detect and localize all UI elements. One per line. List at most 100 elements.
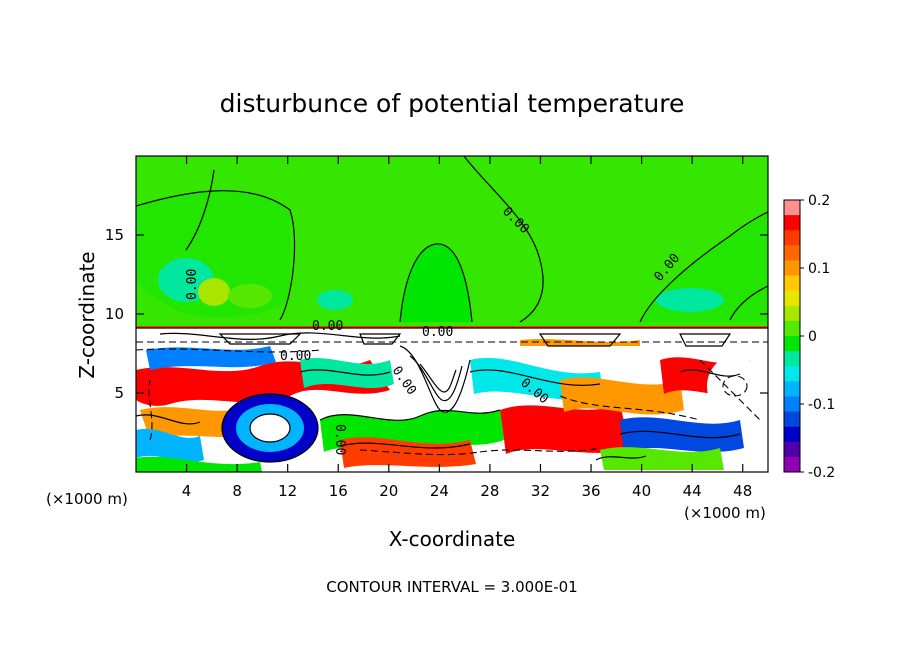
upper-patch-5 — [317, 290, 353, 310]
contour-line — [679, 333, 732, 347]
x-tick-label: 48 — [733, 482, 752, 500]
colorbar-swatch — [784, 441, 800, 458]
x-tick-label: 44 — [683, 482, 702, 500]
colorbar-swatch — [784, 456, 800, 473]
x-unit-right: (×1000 m) — [684, 504, 766, 522]
upper-patch-2 — [198, 278, 230, 306]
colorbar-swatch — [784, 215, 800, 231]
colorbar-swatch — [784, 426, 800, 443]
contour-line — [249, 413, 291, 443]
contour-line — [729, 285, 768, 321]
contour-line — [469, 369, 601, 386]
upper-dome-center — [400, 243, 472, 322]
contour-label: 0.00 — [280, 349, 311, 364]
colorbar — [784, 200, 800, 473]
inversion-white-strip — [136, 326, 768, 346]
contour-lines — [136, 156, 768, 463]
colorbar-swatch — [784, 290, 800, 307]
y-tick-label: 15 — [105, 226, 124, 244]
contour-line — [319, 409, 501, 421]
anomaly-band-green-3 — [136, 456, 262, 472]
contour-line — [679, 369, 741, 377]
contour-interval-footer: CONTOUR INTERVAL = 3.000E-01 — [326, 578, 577, 596]
colorbar-tick-label: -0.2 — [808, 465, 835, 481]
colorbar-tick-label: 0.2 — [808, 193, 830, 209]
x-tick-label: 12 — [278, 482, 297, 500]
colorbar-swatch — [784, 320, 800, 337]
y-axis-label: Z-coordinate — [75, 251, 99, 378]
colorbar-swatch — [784, 396, 800, 413]
colorbar-swatch — [784, 230, 800, 246]
plot-area — [136, 156, 768, 472]
x-tick-label: 4 — [182, 482, 192, 500]
anomaly-band-green-2 — [600, 447, 724, 470]
warm-eddy-1-core — [250, 414, 290, 442]
contour-line-negative — [559, 395, 701, 421]
contour-line — [299, 369, 391, 376]
contour-line-negative — [722, 375, 748, 397]
contour-line — [218, 333, 302, 345]
anomaly-band-red-3 — [500, 404, 630, 454]
contour-lines-negative — [136, 341, 768, 456]
x-tick-label: 20 — [379, 482, 398, 500]
x-tick-label: 24 — [430, 482, 449, 500]
x-tick-label: 8 — [232, 482, 242, 500]
colorbar-tick-label: 0 — [808, 329, 817, 345]
contour-line — [339, 442, 471, 449]
x-unit-left: (×1000 m) — [46, 490, 128, 508]
x-tick-label: 32 — [531, 482, 550, 500]
contour-line — [185, 169, 215, 251]
colorbar-swatch — [784, 200, 800, 216]
contour-label: 0.00 — [422, 325, 453, 340]
x-tick-label: 28 — [480, 482, 499, 500]
colorbar-swatch — [784, 381, 800, 397]
contour-line — [419, 363, 457, 393]
contour-line — [136, 190, 296, 321]
colorbar-tick-label: 0.1 — [808, 261, 830, 277]
upper-patch-3 — [228, 284, 272, 308]
colorbar-swatch — [784, 351, 800, 367]
cold-eddy-right — [707, 356, 763, 416]
anomaly-band-orange-2 — [560, 377, 684, 415]
contour-line-negative — [359, 449, 481, 456]
colorbar-swatch — [784, 305, 800, 322]
contour-line — [136, 414, 201, 425]
y-axis-ticks: 5 10 15 — [105, 226, 768, 402]
contour-line — [159, 332, 401, 340]
contour-line — [221, 393, 319, 463]
contour-line — [619, 430, 741, 439]
contour-label: 0.00 — [185, 269, 200, 300]
colorbar-swatch — [784, 366, 800, 382]
contour-line — [399, 243, 473, 323]
anomaly-band-blue-3 — [136, 428, 204, 463]
contour-line — [399, 345, 471, 413]
colorbar-swatch — [784, 275, 800, 292]
colorbar-tick-label: -0.1 — [808, 397, 835, 413]
contour-line-negative — [136, 348, 321, 353]
contour-line — [409, 355, 463, 402]
y-tick-label: 5 — [114, 384, 124, 402]
chart-title: disturbunce of potential temperature — [220, 89, 685, 118]
colorbar-swatch — [784, 336, 800, 352]
anomaly-band-blue-1 — [146, 346, 276, 370]
contour-line — [463, 156, 544, 323]
contour-label: 0.00 — [332, 424, 347, 455]
contour-labels: 0.00 0.00 0.00 0.00 0.00 0.00 0.00 0.00 … — [185, 204, 683, 455]
contour-line-negative — [148, 379, 153, 441]
contour-line — [595, 455, 647, 461]
colorbar-swatch — [784, 260, 800, 277]
x-tick-label: 16 — [329, 482, 348, 500]
y-tick-label: 10 — [105, 305, 124, 323]
x-axis-ticks: 4 8 12 16 20 24 28 32 36 40 44 48 — [182, 156, 752, 500]
contour-line — [359, 333, 402, 345]
x-axis-label: X-coordinate — [389, 527, 516, 551]
x-tick-label: 40 — [632, 482, 651, 500]
colorbar-labels: 0.2 0.1 0 -0.1 -0.2 — [800, 193, 835, 481]
upper-patch-4 — [656, 288, 724, 312]
contour-label: 0.00 — [312, 319, 343, 334]
colorbar-swatch — [784, 411, 800, 428]
colorbar-swatch — [784, 245, 800, 261]
x-tick-label: 36 — [581, 482, 600, 500]
contour-line — [639, 211, 768, 323]
anomaly-band-red-2 — [340, 437, 476, 468]
